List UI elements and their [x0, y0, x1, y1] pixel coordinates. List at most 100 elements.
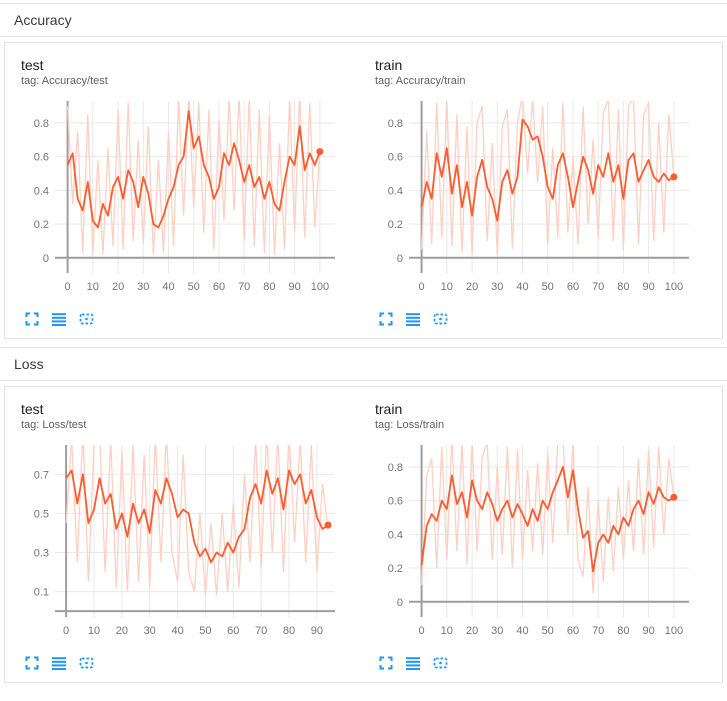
section-header-loss[interactable]: Loss: [0, 347, 727, 381]
svg-text:100: 100: [311, 281, 329, 293]
fullscreen-button[interactable]: [23, 310, 41, 328]
svg-text:10: 10: [441, 281, 453, 293]
svg-text:0.6: 0.6: [388, 496, 403, 508]
svg-text:0.8: 0.8: [34, 118, 49, 130]
svg-text:20: 20: [466, 625, 478, 637]
log-scale-button[interactable]: [404, 310, 422, 328]
fullscreen-button[interactable]: [377, 654, 395, 672]
svg-text:60: 60: [567, 281, 579, 293]
chart-title: test: [21, 57, 44, 73]
fullscreen-icon: [25, 656, 39, 670]
svg-text:0.4: 0.4: [388, 185, 403, 197]
svg-text:10: 10: [441, 625, 453, 637]
fullscreen-icon: [379, 312, 393, 326]
chart-plot[interactable]: 0 10 20 30 40 50 60 70 80 90 100 0 0.2 0.4 0.6 0.8: [375, 437, 699, 648]
chart-card-loss-test: test tag: Loss/test 0 10 20 30 40 50 60 70 80 90 0…: [21, 401, 345, 672]
chart-toolbar: [375, 310, 699, 328]
svg-text:70: 70: [592, 625, 604, 637]
section-title: Loss: [14, 356, 44, 372]
svg-text:40: 40: [516, 625, 528, 637]
accuracy-card: test tag: Accuracy/test 0 10 20 30 40 50 60 70 8…: [4, 42, 723, 339]
svg-text:0: 0: [63, 625, 69, 637]
svg-text:0.2: 0.2: [388, 219, 403, 231]
fit-domain-icon: [433, 313, 448, 325]
svg-text:0.2: 0.2: [34, 219, 49, 231]
fit-domain-icon: [79, 313, 94, 325]
chart-card-loss-train: train tag: Loss/train 0 10 20 30 40 50 60 70 80 9…: [375, 401, 699, 672]
chart-plot[interactable]: 0 10 20 30 40 50 60 70 80 90 100 0 0.2 0.4 0.6 0.8: [375, 93, 699, 304]
chart-toolbar: [375, 654, 699, 672]
svg-text:60: 60: [213, 281, 225, 293]
svg-text:80: 80: [283, 625, 295, 637]
fit-domain-button[interactable]: [77, 310, 96, 328]
svg-text:0.2: 0.2: [388, 563, 403, 575]
loss-card: test tag: Loss/test 0 10 20 30 40 50 60 70 80 90 0…: [4, 386, 723, 683]
log-scale-icon: [406, 657, 420, 670]
svg-text:30: 30: [491, 625, 503, 637]
svg-text:70: 70: [592, 281, 604, 293]
svg-text:10: 10: [88, 625, 100, 637]
svg-text:20: 20: [116, 625, 128, 637]
svg-text:10: 10: [87, 281, 99, 293]
chart-toolbar: [21, 654, 345, 672]
svg-text:0: 0: [43, 253, 49, 265]
svg-text:60: 60: [227, 625, 239, 637]
fullscreen-button[interactable]: [23, 654, 41, 672]
svg-text:90: 90: [642, 625, 654, 637]
svg-text:0: 0: [397, 597, 403, 609]
fit-domain-button[interactable]: [77, 654, 96, 672]
svg-text:20: 20: [466, 281, 478, 293]
chart-title: train: [375, 57, 403, 73]
svg-text:50: 50: [199, 625, 211, 637]
section-loss: Loss test tag: Loss/test 0 10 20 30 40 50 60 70…: [0, 347, 727, 683]
svg-text:80: 80: [617, 625, 629, 637]
svg-text:0.8: 0.8: [388, 118, 403, 130]
svg-text:40: 40: [162, 281, 174, 293]
fit-domain-icon: [79, 657, 94, 669]
svg-text:50: 50: [542, 625, 554, 637]
fit-domain-button[interactable]: [431, 654, 450, 672]
svg-text:90: 90: [642, 281, 654, 293]
log-scale-icon: [52, 313, 66, 326]
svg-text:30: 30: [491, 281, 503, 293]
log-scale-button[interactable]: [50, 310, 68, 328]
svg-text:0: 0: [65, 281, 71, 293]
chart-plot[interactable]: 0 10 20 30 40 50 60 70 80 90 0.1 0.3 0.5 0.7: [21, 437, 345, 648]
svg-text:50: 50: [188, 281, 200, 293]
svg-text:100: 100: [665, 281, 683, 293]
svg-text:0: 0: [419, 281, 425, 293]
chart-tag: tag: Loss/train: [375, 419, 445, 431]
svg-text:90: 90: [311, 625, 323, 637]
log-scale-icon: [406, 313, 420, 326]
svg-text:0.7: 0.7: [34, 469, 49, 481]
chart-title: train: [375, 401, 403, 417]
svg-text:100: 100: [665, 625, 683, 637]
svg-text:40: 40: [171, 625, 183, 637]
fit-domain-button[interactable]: [431, 310, 450, 328]
fullscreen-button[interactable]: [377, 310, 395, 328]
svg-text:0.3: 0.3: [34, 548, 49, 560]
svg-text:0.1: 0.1: [34, 587, 49, 599]
chart-card-accuracy-test: test tag: Accuracy/test 0 10 20 30 40 50 60 70 8…: [21, 57, 345, 328]
chart-card-accuracy-train: train tag: Accuracy/train 0 10 20 30 40 50 60 7…: [375, 57, 699, 328]
log-scale-icon: [52, 657, 66, 670]
svg-text:0.6: 0.6: [34, 152, 49, 164]
chart-title: test: [21, 401, 44, 417]
svg-text:0.8: 0.8: [388, 462, 403, 474]
svg-text:0.4: 0.4: [34, 185, 49, 197]
svg-text:0.5: 0.5: [34, 508, 49, 520]
tensorboard-scalars-page: Accuracy test tag: Accuracy/test 0 10 20 30…: [0, 3, 727, 683]
svg-text:0.6: 0.6: [388, 152, 403, 164]
section-accuracy: Accuracy test tag: Accuracy/test 0 10 20 30…: [0, 3, 727, 339]
fullscreen-icon: [25, 312, 39, 326]
svg-text:40: 40: [516, 281, 528, 293]
log-scale-button[interactable]: [404, 654, 422, 672]
log-scale-button[interactable]: [50, 654, 68, 672]
chart-plot[interactable]: 0 10 20 30 40 50 60 70 80 90 100 0 0.2 0.4 0.6 0.8: [21, 93, 345, 304]
svg-text:30: 30: [137, 281, 149, 293]
chart-tag: tag: Loss/test: [21, 419, 87, 431]
section-header-accuracy[interactable]: Accuracy: [0, 3, 727, 37]
svg-text:70: 70: [255, 625, 267, 637]
chart-tag: tag: Accuracy/test: [21, 75, 108, 87]
svg-text:0: 0: [397, 253, 403, 265]
